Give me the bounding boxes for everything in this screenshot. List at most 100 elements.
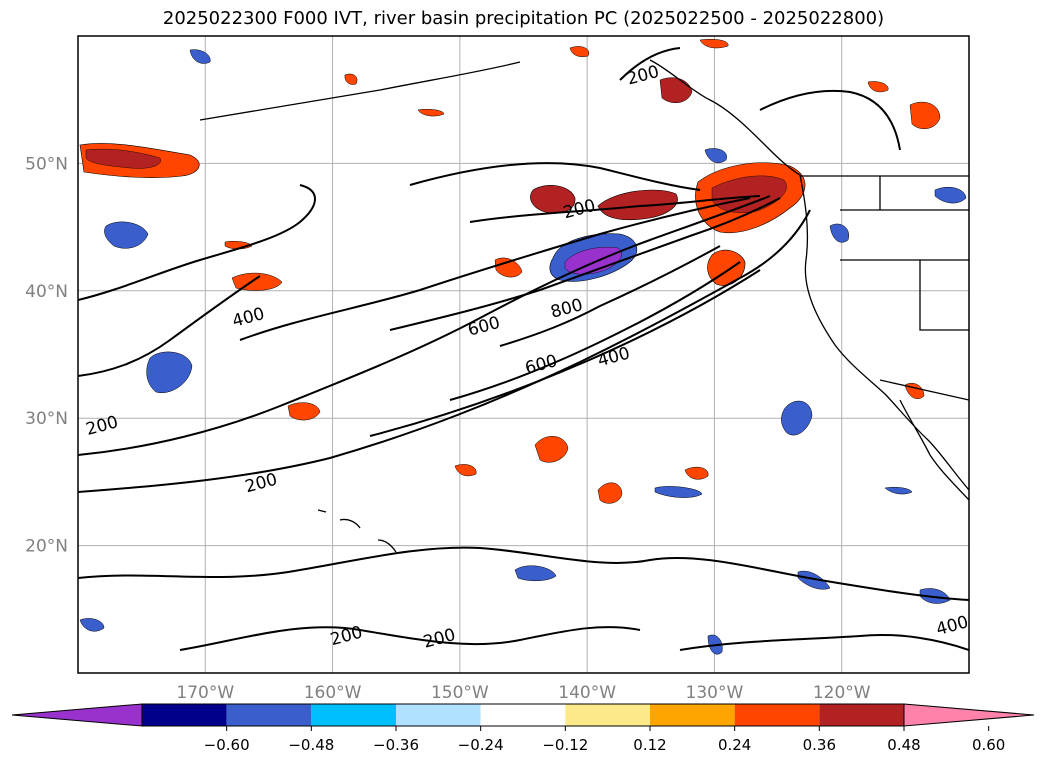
contour-label: 200 xyxy=(421,625,458,653)
colorbar-tick-label: 0.48 xyxy=(887,736,920,754)
positive-patch xyxy=(904,382,925,399)
colorbar-tick-label: 0.12 xyxy=(633,736,666,754)
contour-ne xyxy=(759,89,901,151)
colorbar-tick-label: −0.60 xyxy=(204,736,250,754)
contour-ak xyxy=(619,47,681,81)
negative-patch xyxy=(884,486,913,495)
colorbar-segment xyxy=(819,704,904,726)
negative-patch xyxy=(797,570,831,590)
positive-patch xyxy=(684,466,709,480)
precipitation-shading xyxy=(79,39,967,655)
lon-tick-label: 140°W xyxy=(558,683,616,703)
contour-label: 200 xyxy=(625,62,662,90)
positive-west-inner xyxy=(85,148,161,169)
contour-400 xyxy=(239,197,751,341)
negative-core-inner xyxy=(564,247,622,275)
positive-patch xyxy=(454,464,477,477)
coastlines xyxy=(199,59,969,553)
contour-200-south-lower xyxy=(78,209,811,493)
baja-coast xyxy=(899,399,969,501)
contour-west-2 xyxy=(78,275,261,377)
colorbar: −0.60 −0.48 −0.36 −0.24 −0.12 0.12 0.24 0.36 0.4… xyxy=(11,703,1035,754)
contour-600 xyxy=(389,197,781,331)
positive-alaska-2 xyxy=(909,101,941,130)
colorbar-segment xyxy=(311,704,396,726)
lon-tick-label: 120°W xyxy=(813,683,871,703)
map-title: 2025022300 F000 IVT, river basin precipi… xyxy=(162,8,885,29)
lat-tick-label: 50°N xyxy=(25,154,68,174)
contour-label: 600 xyxy=(466,313,503,341)
contour-south-band xyxy=(78,546,969,601)
positive-patch xyxy=(287,402,321,421)
negative-patch xyxy=(146,351,193,394)
lat-tick-label: 40°N xyxy=(25,282,68,302)
negative-patch xyxy=(104,221,149,249)
colorbar-segment xyxy=(480,704,566,726)
contour-label: 400 xyxy=(596,343,633,371)
negative-patch xyxy=(514,565,557,581)
us-west-coast xyxy=(799,174,969,491)
positive-offshore-2 xyxy=(597,189,678,221)
lon-tick-label: 160°W xyxy=(304,683,362,703)
positive-patch xyxy=(699,39,729,49)
colorbar-segment xyxy=(650,704,735,726)
colorbar-tick-label: −0.36 xyxy=(373,736,419,754)
negative-patch xyxy=(79,618,105,632)
contour-400-lower xyxy=(369,269,761,437)
colorbar-outline xyxy=(141,703,905,727)
negative-patch xyxy=(654,486,703,498)
negative-patch xyxy=(919,588,951,604)
colorbar-segment xyxy=(734,704,820,726)
lon-tick-label: 170°W xyxy=(176,683,234,703)
positive-patch xyxy=(231,272,283,291)
contour-se xyxy=(679,633,969,651)
positive-alaska-1 xyxy=(659,77,693,104)
contour-label: 400 xyxy=(934,612,971,640)
negative-patch xyxy=(704,148,727,163)
contour-600-lower xyxy=(449,261,741,401)
colorbar-tick-label: 0.60 xyxy=(972,736,1005,754)
colorbar-tick-label: −0.12 xyxy=(542,736,588,754)
contour-800 xyxy=(499,245,721,347)
colorbar-segment xyxy=(226,704,312,726)
aleutians xyxy=(199,61,521,121)
contour-south-band-2 xyxy=(179,626,641,651)
contour-200-north xyxy=(409,162,701,191)
positive-patch xyxy=(417,108,445,117)
positive-offshore xyxy=(530,185,576,214)
hawaii xyxy=(317,509,397,553)
colorbar-tick-label: −0.24 xyxy=(458,736,504,754)
ivt-contours xyxy=(78,47,969,651)
contour-label: 200 xyxy=(84,412,121,440)
negative-patch xyxy=(829,223,850,243)
colorbar-tick-label: 0.36 xyxy=(803,736,836,754)
positive-patch xyxy=(534,436,569,463)
lat-tick-label: 20°N xyxy=(25,537,68,557)
lat-tick-label: 30°N xyxy=(25,409,68,429)
contour-label: 400 xyxy=(230,304,267,332)
map-frame xyxy=(77,35,970,674)
positive-patch xyxy=(867,81,889,93)
border-states xyxy=(840,176,969,401)
contour-west xyxy=(78,184,316,301)
contour-200-north-loop xyxy=(469,195,761,223)
colorbar-tick-label: −0.48 xyxy=(288,736,334,754)
colorbar-segment xyxy=(142,704,227,726)
canada-coast xyxy=(649,59,801,176)
negative-patch xyxy=(934,187,967,204)
colorbar-extend-max xyxy=(903,703,1035,727)
contour-label: 800 xyxy=(548,295,585,323)
colorbar-extend-min xyxy=(11,703,143,727)
colorbar-segment xyxy=(396,704,481,726)
positive-patch xyxy=(569,46,590,57)
lon-tick-label: 150°W xyxy=(431,683,489,703)
lon-tick-label: 130°W xyxy=(686,683,744,703)
negative-patch xyxy=(189,49,211,64)
contour-200-south xyxy=(78,195,771,456)
positive-patch xyxy=(494,257,523,278)
latitude-labels: 50°N 40°N 30°N 20°N xyxy=(25,154,68,556)
longitude-labels: 170°W 160°W 150°W 140°W 130°W 120°W xyxy=(176,683,870,703)
colorbar-tick-label: 0.24 xyxy=(718,736,751,754)
